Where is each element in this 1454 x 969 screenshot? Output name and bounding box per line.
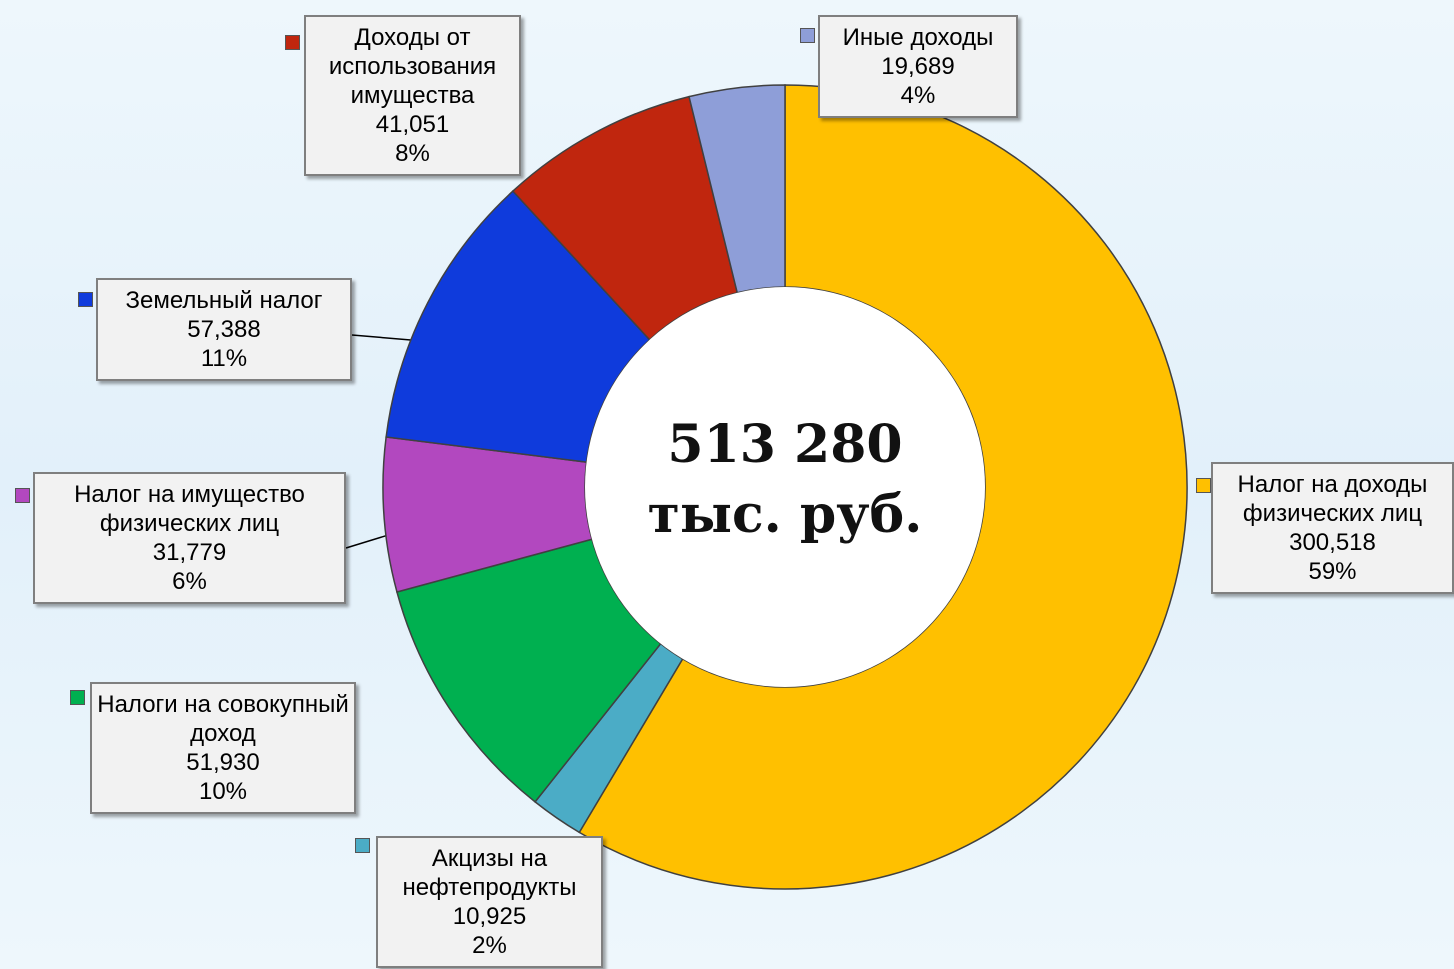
category-name: Акцизы на нефтепродукты	[402, 845, 577, 901]
legend-swatch	[78, 292, 93, 307]
percent-label: 2%	[472, 932, 507, 959]
legend-swatch	[15, 488, 30, 503]
category-name: Иные доходы	[842, 24, 994, 51]
value-label: 300,518	[1289, 529, 1376, 556]
data-label: Акцизы на нефтепродукты 10,925 2%	[376, 836, 603, 968]
data-label: Иные доходы 19,689 4%	[818, 15, 1018, 118]
category-name: Доходы от использования имущества	[328, 24, 497, 109]
category-name: Земельный налог	[125, 287, 323, 314]
value-label: 19,689	[881, 53, 955, 80]
percent-label: 59%	[1308, 558, 1357, 585]
data-label: Земельный налог 57,388 11%	[96, 278, 352, 381]
percent-label: 11%	[200, 345, 248, 372]
legend-swatch	[1196, 478, 1211, 493]
value-label: 57,388	[187, 316, 261, 343]
value-label: 41,051	[375, 111, 450, 138]
legend-swatch	[285, 35, 300, 50]
data-label: Налог на имущество физических лиц 31,779 6…	[33, 472, 346, 604]
percent-label: 6%	[172, 568, 207, 595]
data-label: Налоги на совокупный доход 51,930 10%	[90, 682, 356, 814]
donut-hole	[585, 287, 985, 687]
category-name: Налог на доходы физических лиц	[1237, 471, 1428, 527]
center-unit: тыс. руб.	[647, 484, 923, 545]
center-label: 513 280 тыс. руб.	[585, 410, 985, 550]
percent-label: 4%	[900, 82, 936, 109]
value-label: 51,930	[186, 749, 260, 776]
category-name: Налог на имущество физических лиц	[74, 481, 305, 537]
percent-label: 8%	[395, 140, 430, 167]
percent-label: 10%	[198, 778, 248, 805]
legend-swatch	[800, 28, 815, 43]
data-label: Доходы от использования имущества 41,051 8…	[304, 15, 521, 176]
center-total: 513 280	[667, 414, 903, 475]
value-label: 10,925	[452, 903, 527, 930]
data-label: Налог на доходы физических лиц 300,518 59%	[1211, 462, 1454, 594]
category-name: Налоги на совокупный доход	[97, 691, 349, 747]
legend-swatch	[355, 838, 370, 853]
legend-swatch	[70, 690, 85, 705]
value-label: 31,779	[152, 539, 227, 566]
